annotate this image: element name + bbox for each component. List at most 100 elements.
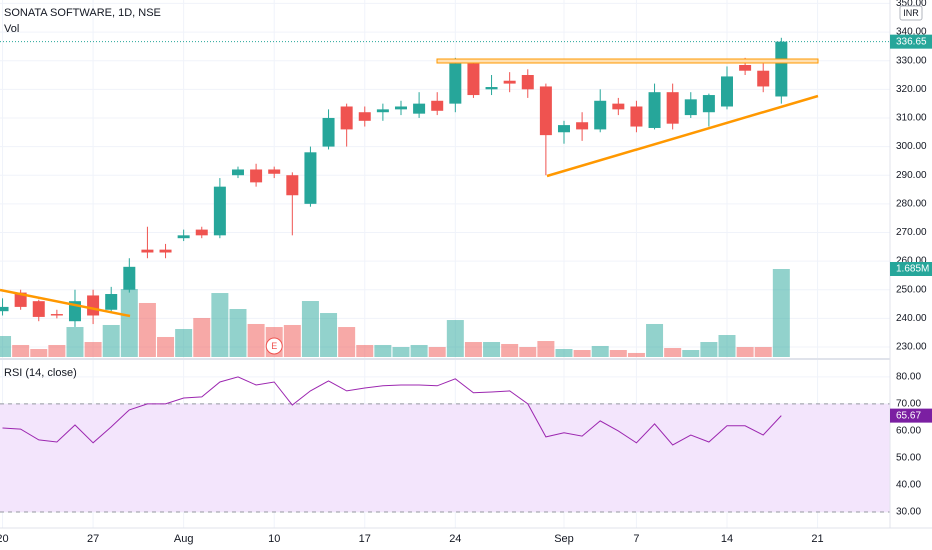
candle-body: [503, 80, 516, 84]
volume-bar: [229, 309, 247, 357]
volume-bar: [211, 293, 229, 357]
candle-body: [105, 294, 118, 310]
last-price-badge: [890, 34, 932, 49]
volume-bar: [320, 313, 338, 357]
y-tick-label: 320.00: [896, 84, 927, 95]
volume-bar: [464, 342, 482, 357]
candle-body: [467, 63, 480, 96]
volume-bar: [537, 341, 555, 357]
volume-bar: [338, 327, 356, 357]
rsi-band: [0, 403, 890, 513]
volume-bar: [772, 269, 790, 357]
volume-bar: [157, 336, 175, 357]
volume-badge: [890, 262, 932, 276]
candle-body: [594, 100, 607, 130]
volume-bar: [247, 323, 265, 357]
candle-body: [50, 314, 63, 316]
volume-bar: [609, 350, 627, 357]
volume-bar: [519, 347, 537, 357]
volume-bar: [718, 335, 736, 357]
x-tick-label: 10: [268, 533, 280, 545]
earnings-marker[interactable]: [265, 337, 283, 355]
candle-body: [141, 249, 154, 253]
support-trendline: [546, 94, 819, 178]
x-tick-label: 24: [449, 533, 461, 545]
candle-body: [720, 76, 733, 107]
candle-body: [648, 92, 661, 128]
volume-bar: [646, 323, 664, 357]
volume-bar: [736, 347, 754, 357]
candle-body: [14, 292, 27, 307]
y-tick-label: 240.00: [896, 313, 927, 324]
candle-body: [268, 169, 281, 174]
currency-box[interactable]: [899, 5, 923, 21]
volume-bar: [30, 349, 48, 357]
rsi-tick-label: 70.00: [896, 399, 921, 410]
down-trendline: [0, 288, 131, 318]
x-tick-label: 14: [721, 533, 733, 545]
y-tick-label: 250.00: [896, 284, 927, 295]
candle-body: [358, 112, 371, 121]
candle-body: [684, 99, 697, 116]
volume-bar: [664, 348, 682, 357]
chart-title: SONATA SOFTWARE, 1D, NSE: [4, 7, 161, 19]
candle-body: [431, 100, 444, 111]
x-tick-label: 17: [359, 533, 371, 545]
rsi-badge: [890, 408, 932, 423]
last-price-label: 336.65: [896, 36, 927, 47]
candle-body: [322, 117, 335, 147]
candle-body: [413, 103, 426, 114]
x-tick-label: Sep: [554, 533, 574, 545]
volume-bar: [428, 347, 446, 357]
y-tick-label: 350.00: [896, 0, 927, 9]
candle-body: [576, 122, 589, 130]
candle-body: [630, 106, 643, 127]
candle-body: [612, 103, 625, 110]
candle-body: [195, 229, 208, 236]
candle-body: [123, 266, 136, 290]
volume-label: Vol: [4, 23, 19, 35]
volume-bar: [193, 317, 211, 357]
y-tick-label: 270.00: [896, 227, 927, 238]
rsi-tick-label: 50.00: [896, 453, 921, 464]
volume-bar: [682, 350, 700, 357]
candle-body: [521, 75, 534, 90]
y-tick-label: 340.00: [896, 27, 927, 38]
volume-bar: [754, 347, 772, 357]
volume-bar: [175, 329, 193, 357]
x-tick-label: 21: [811, 533, 823, 545]
candle-body: [449, 63, 462, 104]
candle-body: [340, 106, 353, 130]
candle-body: [666, 92, 679, 124]
volume-value-label: 1.685M: [896, 264, 929, 275]
candle-body: [213, 186, 226, 236]
candle-body: [250, 169, 263, 183]
x-tick-label: Aug: [174, 533, 194, 545]
y-tick-label: 260.00: [896, 256, 927, 267]
volume-bar: [102, 324, 120, 357]
candle-body: [485, 87, 498, 90]
y-tick-label: 290.00: [896, 170, 927, 181]
candle-body: [702, 95, 715, 113]
candle-body: [159, 249, 172, 253]
rsi-line: [2, 376, 782, 446]
y-tick-label: 310.00: [896, 113, 927, 124]
candle-body: [557, 125, 570, 133]
rsi-value-label: 65.67: [896, 410, 921, 421]
candle-body: [231, 169, 244, 176]
volume-bar: [356, 344, 374, 357]
volume-bar: [48, 344, 66, 357]
candle-body: [739, 64, 752, 71]
volume-bar: [700, 342, 718, 357]
volume-bar: [555, 349, 573, 357]
volume-bar: [483, 342, 501, 357]
earnings-label: E: [271, 341, 277, 351]
volume-bar: [410, 344, 428, 357]
candle-body: [32, 301, 45, 317]
volume-bar: [120, 289, 138, 357]
y-tick-label: 330.00: [896, 55, 927, 66]
volume-bar: [627, 352, 645, 357]
candle-body: [304, 152, 317, 204]
